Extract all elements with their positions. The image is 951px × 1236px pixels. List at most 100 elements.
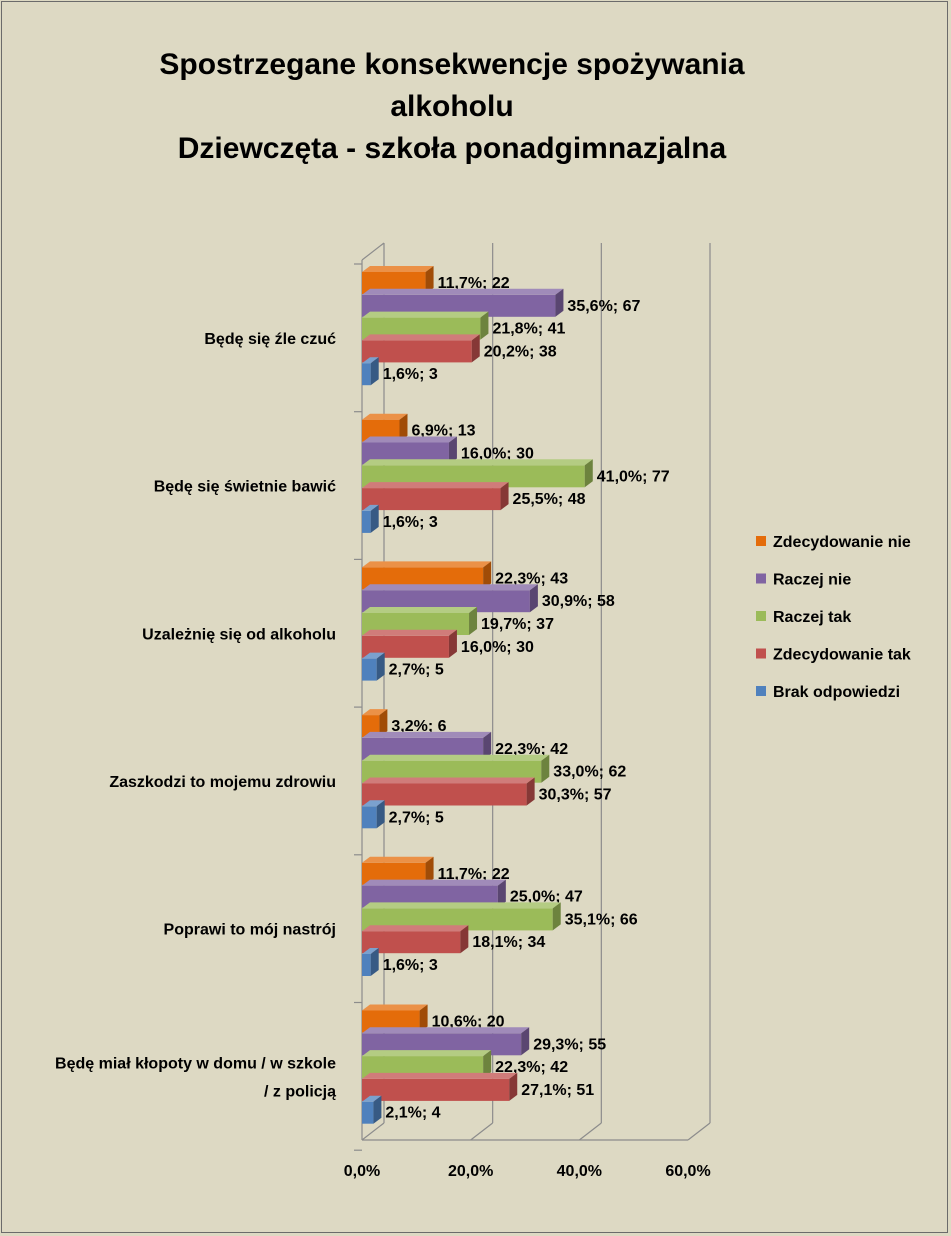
data-label: 1,6%; 3 [383,514,438,531]
data-label: 1,6%; 3 [383,366,438,383]
bar-top-face [362,879,506,886]
legend-swatch [756,686,766,696]
bar-top-face [362,561,492,568]
bar-top-face [362,459,593,466]
data-label: 25,5%; 48 [513,491,586,508]
bar-side-face [483,561,492,590]
bar [362,760,542,783]
data-label: 41,0%; 77 [597,468,670,485]
bar-top-face [362,334,480,341]
bar [362,635,449,658]
bar-side-face [370,948,379,976]
bar-top-face [362,584,538,591]
bar-top-face [362,311,489,318]
bar [362,272,426,294]
data-label: 11,7%; 22 [438,866,510,883]
data-label: 33,0%; 62 [553,764,626,781]
bar-top-face [362,607,478,613]
data-label: 1,6%; 3 [383,957,438,974]
chart-title-line-3: Dziewczęta - szkoła ponadgimnazjalna [177,132,727,165]
data-label: 20,2%; 38 [484,343,557,360]
bar-side-face [460,925,469,954]
bar-top-face [362,777,535,784]
bar [362,954,371,976]
bar-side-face [425,856,434,885]
data-label: 35,6%; 67 [567,298,640,315]
bar-top-face [362,652,385,659]
bar-side-face [497,879,506,908]
bar-top-face [362,629,457,636]
legend-label: Raczej tak [773,609,851,626]
bar [362,510,371,533]
bar-side-face [552,902,561,931]
bar [362,465,585,488]
bar [362,442,449,465]
data-label: 27,1%; 51 [521,1082,594,1099]
data-label: 22,3%; 42 [495,1059,568,1076]
bar-top-face [362,504,379,511]
data-label: 3,2%; 6 [391,718,446,735]
legend-swatch [756,573,766,584]
data-label: 2,1%; 4 [385,1105,440,1122]
bar [362,931,461,954]
chart-title-line-1: Spostrzegane konsekwencje spożywania [159,48,745,81]
legend-swatch [756,536,766,546]
bar-top-face [362,288,564,295]
data-label: 11,7%; 22 [438,275,510,292]
legend-label: Zdecydowanie tak [773,647,911,664]
bar-top-face [362,1050,492,1057]
bar-top-face [362,925,469,932]
bar-side-face [399,413,408,442]
bar-top-face [362,948,379,954]
bar [362,294,556,317]
bar [362,363,371,386]
data-label: 2,7%; 5 [389,662,444,679]
chart-title-line-2: alkoholu [390,90,514,123]
category-label: Zaszkodzi to mojemu zdrowiu [109,774,336,791]
bar [362,317,481,340]
legend-swatch [756,611,766,621]
bar-side-face [448,436,457,465]
bar-top-face [362,856,434,863]
bar-top-face [362,709,388,716]
bar-top-face [362,266,434,272]
bar-side-face [509,1072,518,1101]
bar-top-face [362,1027,530,1034]
data-label: 16,0%; 30 [461,639,534,656]
data-label: 29,3%; 55 [533,1036,606,1053]
bar-side-face [521,1027,530,1056]
data-label: 22,3%; 42 [495,741,568,758]
y-axis-depth-line [361,242,385,261]
floor-depth-line [578,1122,602,1141]
bar-side-face [419,1004,428,1033]
category-label: Poprawi to mój nastrój [164,922,336,939]
bar-side-face [584,459,593,488]
bar-side-face [469,607,478,635]
legend-label: Zdecydowanie nie [773,534,911,551]
bar-side-face [483,1050,492,1079]
data-label: 30,3%; 57 [539,787,612,804]
x-tick-label: 0,0% [344,1163,380,1180]
category-label: Będę się świetnie bawić [154,479,336,496]
bar-side-face [529,584,538,613]
legend-label: Raczej nie [773,572,851,589]
bar-side-face [379,709,388,738]
x-tick-label: 60,0% [665,1163,710,1180]
data-label: 16,0%; 30 [461,446,534,463]
category-label: / z policją [264,1083,336,1100]
bar-top-face [362,482,509,489]
bar-top-face [362,800,385,807]
bar [362,737,484,760]
chart-title: Spostrzegane konsekwencje spożywania alk… [62,44,842,170]
bar-side-face [370,357,379,386]
bar-side-face [483,731,492,760]
legend-label: Brak odpowiedzi [773,684,900,701]
bar-top-face [362,754,550,761]
bar [362,658,377,681]
legend-swatch [756,648,766,659]
bar-top-face [362,357,379,364]
bar [362,488,501,511]
bar-side-face [526,777,535,806]
floor-depth-line [470,1122,494,1141]
